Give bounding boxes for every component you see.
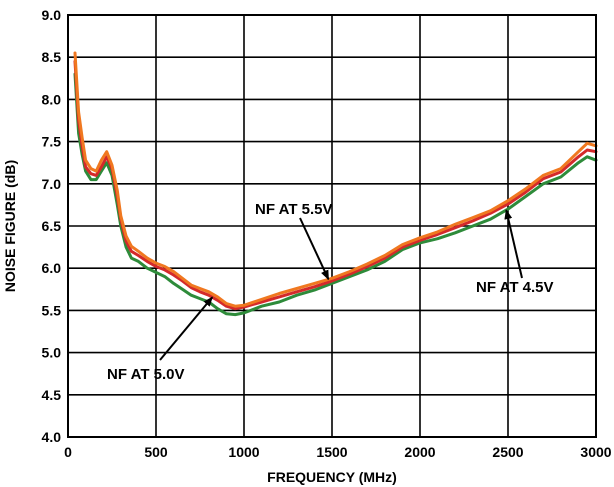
y-tick-label: 5.5 (42, 302, 62, 318)
annotation-arrow (299, 217, 330, 281)
x-tick-label: 1000 (228, 444, 259, 460)
y-tick-label: 4.5 (42, 387, 62, 403)
series-line-0 (73, 72, 598, 317)
y-tick-label: 9.0 (42, 7, 62, 23)
x-tick-labels: 0 500 1000 1500 2000 2500 3000 (64, 444, 612, 460)
series-line-2 (73, 51, 598, 308)
y-tick-label: 8.0 (42, 91, 62, 107)
annotation-label: NF AT 5.5V (255, 201, 333, 218)
y-tick-label: 8.5 (42, 49, 62, 65)
y-tick-label: 6.0 (42, 260, 62, 276)
annotation-arrow (504, 209, 523, 279)
x-tick-label: 2500 (492, 444, 523, 460)
x-tick-label: 3000 (580, 444, 611, 460)
y-tick-label: 4.0 (42, 429, 62, 445)
y-axis-title: NOISE FIGURE (dB) (2, 160, 18, 292)
series-lines (73, 51, 598, 317)
annotation-label: NF AT 5.0V (107, 366, 185, 383)
annotation-arrows (159, 209, 523, 361)
x-tick-label: 500 (144, 444, 168, 460)
x-axis-title: FREQUENCY (MHz) (267, 469, 397, 485)
annotation-label: NF AT 4.5V (476, 279, 554, 296)
y-tick-label: 7.5 (42, 134, 62, 150)
annotation-labels: NF AT 5.5V NF AT 4.5V NF AT 5.0V (107, 201, 554, 383)
y-tick-label: 6.5 (42, 218, 62, 234)
y-tick-label: 5.0 (42, 345, 62, 361)
y-tick-labels: 4.0 4.5 5.0 5.5 6.0 6.5 7.0 7.5 8.0 8.5 9.0 (42, 7, 62, 445)
x-tick-label: 1500 (316, 444, 347, 460)
x-tick-label: 2000 (404, 444, 435, 460)
y-tick-label: 7.0 (42, 176, 62, 192)
plot-frame (67, 14, 597, 438)
x-tick-label: 0 (64, 444, 72, 460)
annotation-arrow (159, 296, 214, 361)
